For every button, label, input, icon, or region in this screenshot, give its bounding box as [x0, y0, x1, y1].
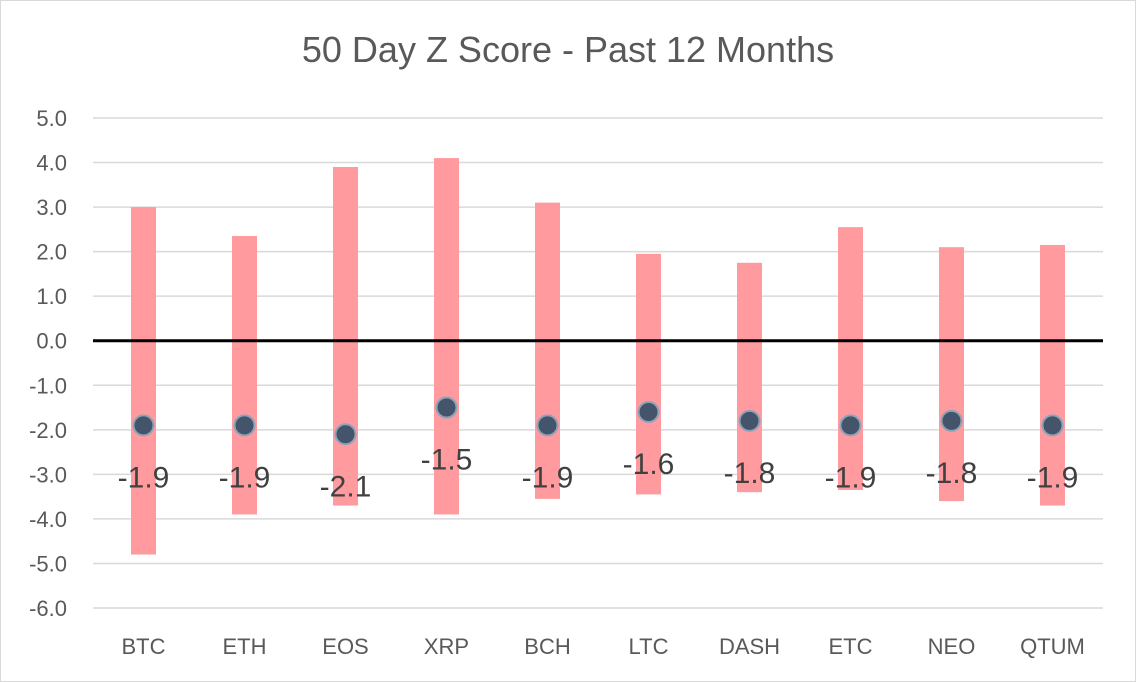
- y-tick-label: 5.0: [36, 106, 67, 131]
- range-bar: [434, 158, 459, 515]
- y-tick-label: -6.0: [29, 596, 67, 621]
- y-tick-label: -3.0: [29, 462, 67, 487]
- x-tick-label: BTC: [122, 634, 166, 659]
- range-bar: [1040, 244, 1065, 506]
- x-tick-label: NEO: [928, 634, 976, 659]
- range-bar: [333, 167, 358, 506]
- y-tick-label: 2.0: [36, 240, 67, 265]
- data-label: -1.9: [522, 461, 574, 494]
- x-tick-label: LTC: [629, 634, 669, 659]
- data-point: [1041, 414, 1064, 437]
- data-point: [637, 401, 660, 423]
- data-point: [435, 396, 458, 419]
- data-point: [738, 409, 761, 432]
- y-tick-label: 1.0: [36, 284, 67, 309]
- x-tick-label: EOS: [322, 634, 368, 659]
- x-tick-label: BCH: [524, 634, 570, 659]
- x-tick-label: QTUM: [1020, 634, 1085, 659]
- data-point: [334, 423, 357, 446]
- range-bar: [535, 202, 560, 499]
- y-tick-label: -2.0: [29, 418, 67, 443]
- data-label: -1.6: [623, 448, 675, 481]
- x-tick-label: XRP: [424, 634, 469, 659]
- data-point: [132, 414, 155, 437]
- y-tick-label: -4.0: [29, 507, 67, 532]
- y-tick-label: -5.0: [29, 551, 67, 576]
- range-bar: [636, 253, 661, 495]
- data-point: [233, 414, 256, 437]
- data-label: -1.8: [724, 457, 776, 490]
- y-tick-label: 0.0: [36, 329, 67, 354]
- data-label: -2.1: [320, 470, 372, 503]
- x-tick-label: ETH: [223, 634, 267, 659]
- data-label: -1.9: [118, 461, 170, 494]
- data-point: [839, 414, 862, 437]
- range-bar: [232, 236, 257, 515]
- data-point: [536, 414, 559, 437]
- y-tick-label: -1.0: [29, 373, 67, 398]
- data-point: [940, 409, 963, 432]
- data-label: -1.9: [825, 461, 877, 494]
- range-bar: [131, 207, 156, 555]
- chart-title: 50 Day Z Score - Past 12 Months: [301, 29, 835, 70]
- x-tick-label: ETC: [829, 634, 873, 659]
- range-bar: [939, 247, 964, 502]
- y-tick-label: 3.0: [36, 195, 67, 220]
- x-tick-label: DASH: [719, 634, 780, 659]
- data-label: -1.8: [926, 457, 978, 490]
- range-bar: [737, 262, 762, 493]
- data-label: -1.5: [421, 444, 473, 477]
- range-bar: [838, 227, 863, 490]
- data-label: -1.9: [219, 461, 271, 494]
- y-tick-label: 4.0: [36, 151, 67, 176]
- data-label: -1.9: [1027, 461, 1079, 494]
